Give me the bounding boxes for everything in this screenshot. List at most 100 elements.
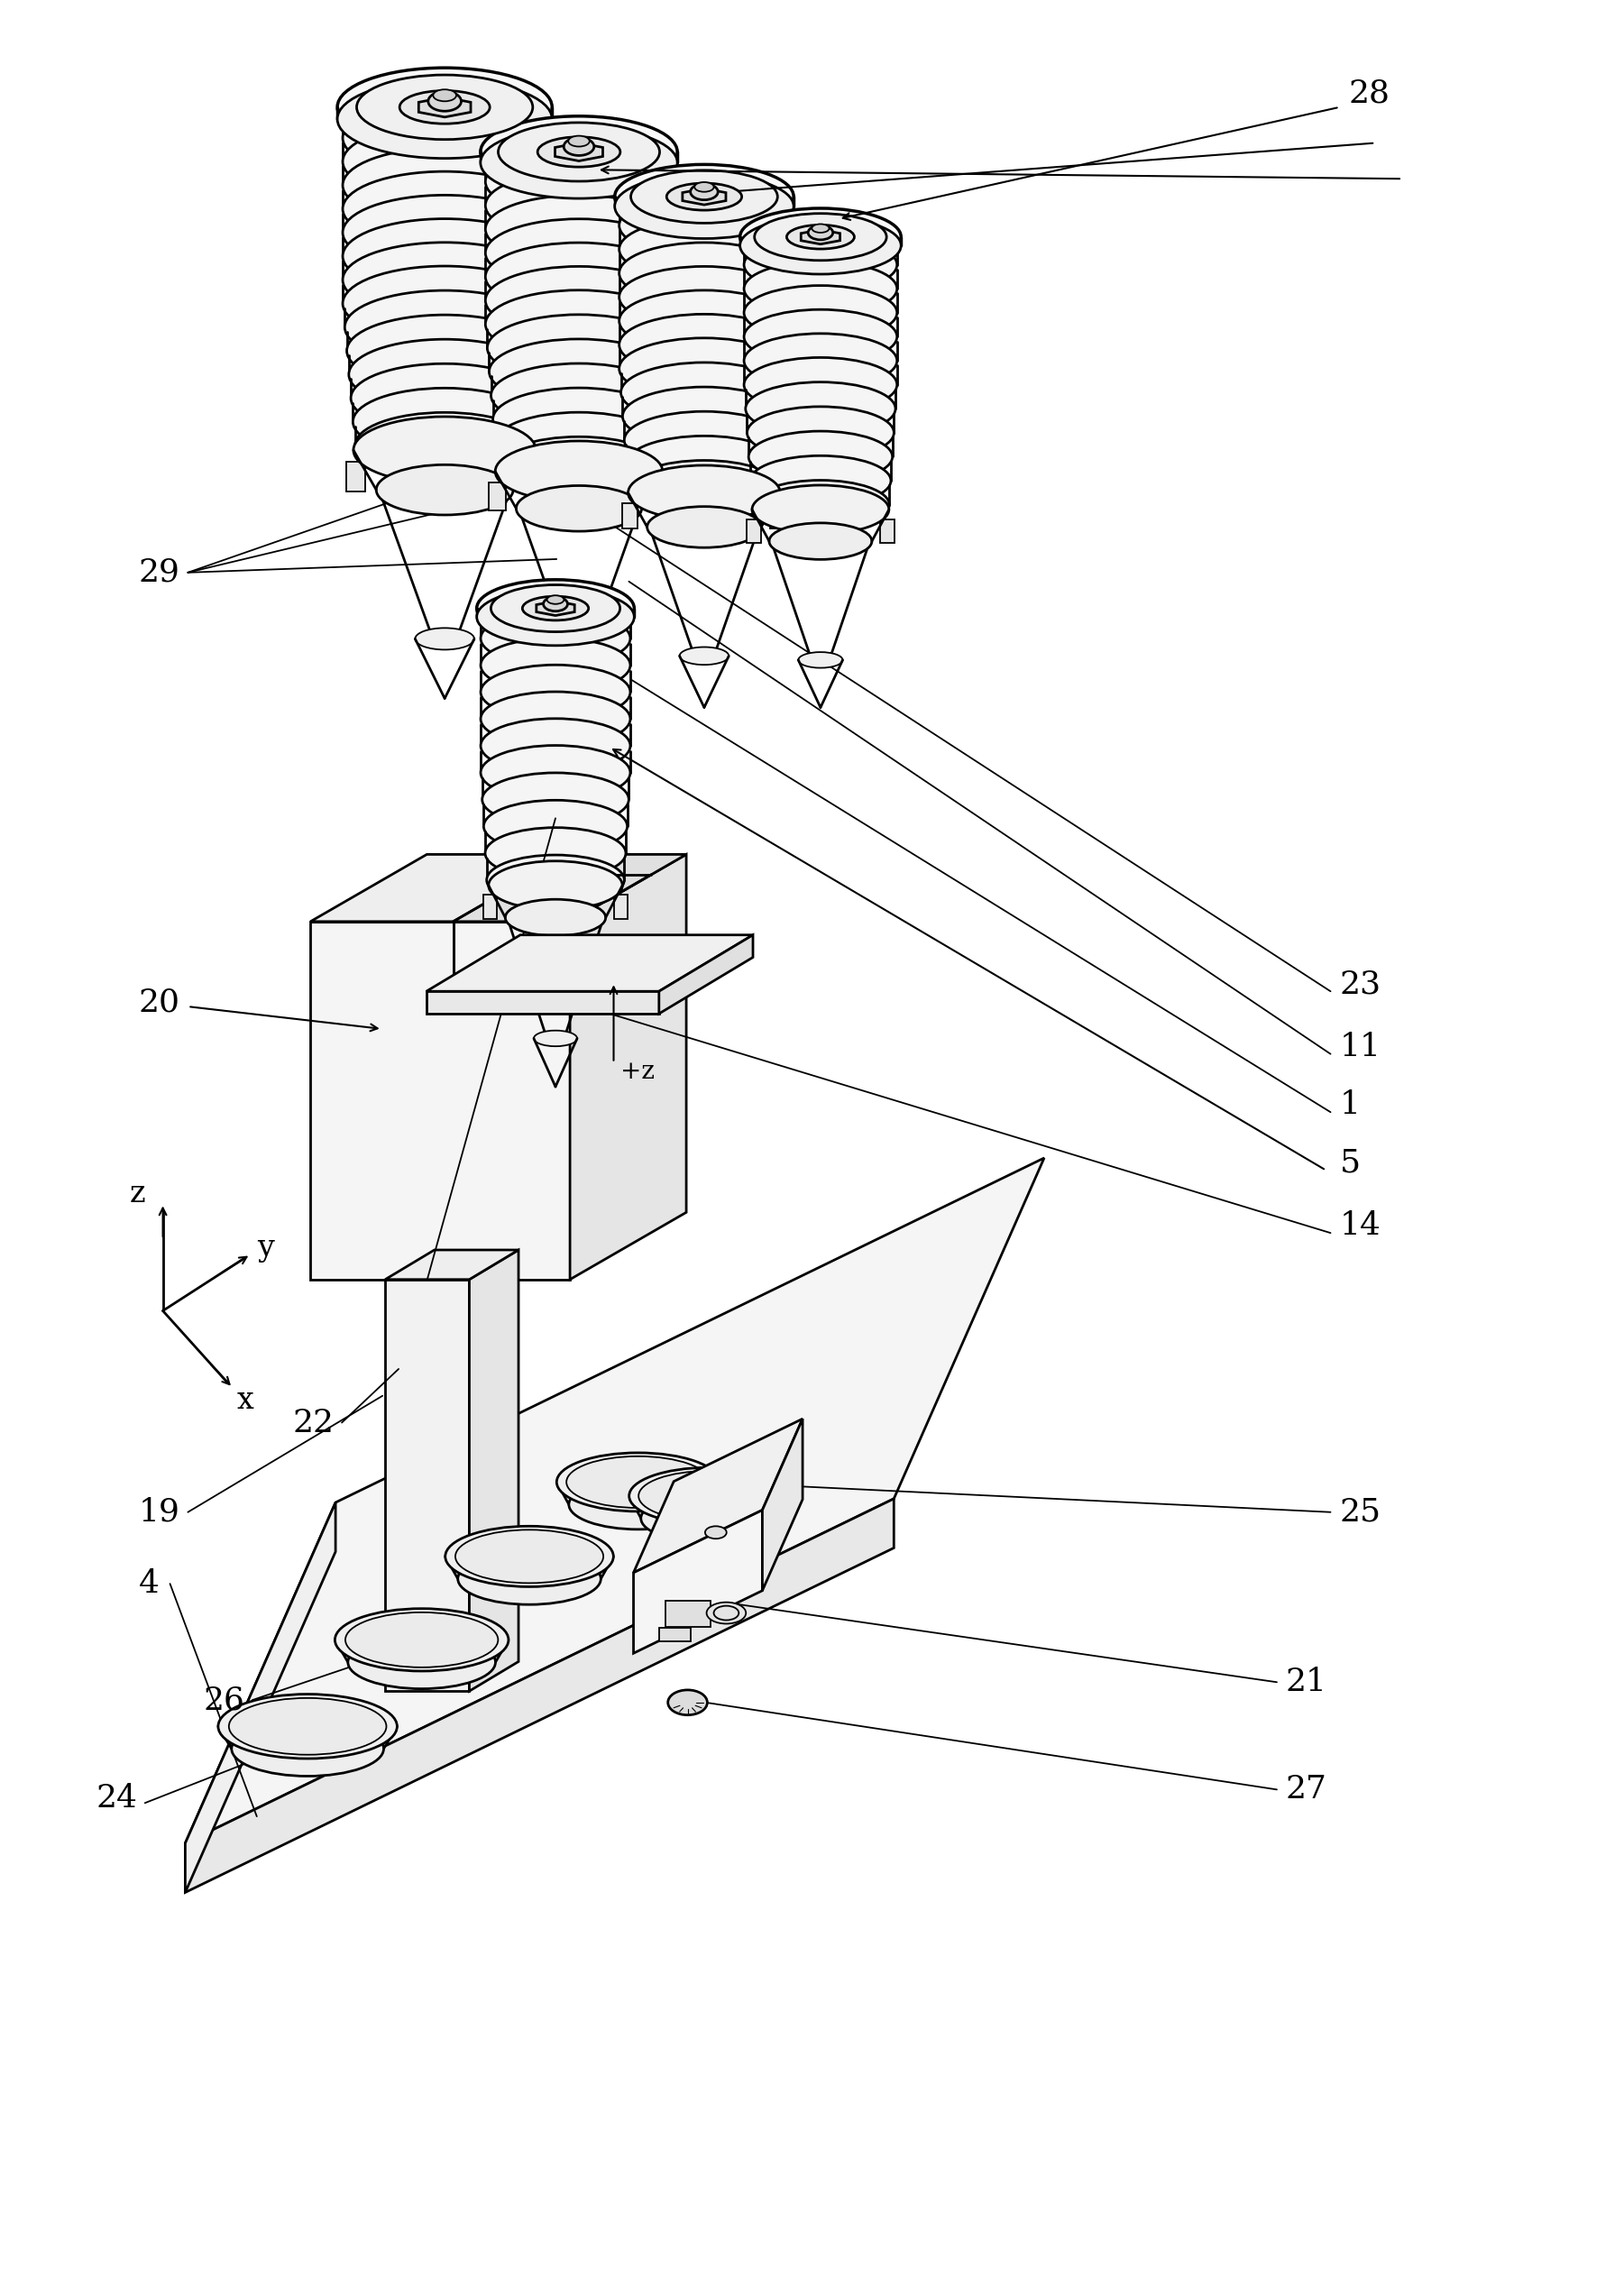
Ellipse shape bbox=[630, 170, 778, 222]
Ellipse shape bbox=[568, 136, 590, 147]
Text: y: y bbox=[257, 1234, 274, 1262]
Polygon shape bbox=[614, 894, 627, 919]
Ellipse shape bbox=[351, 363, 539, 433]
Ellipse shape bbox=[799, 651, 843, 667]
Ellipse shape bbox=[547, 594, 564, 604]
Ellipse shape bbox=[625, 436, 783, 492]
Text: 19: 19 bbox=[138, 1498, 180, 1527]
Ellipse shape bbox=[745, 381, 895, 436]
Ellipse shape bbox=[477, 588, 635, 647]
Ellipse shape bbox=[486, 218, 672, 286]
Text: +z: +z bbox=[620, 1060, 654, 1085]
Ellipse shape bbox=[486, 243, 672, 311]
Polygon shape bbox=[310, 855, 687, 921]
Polygon shape bbox=[666, 1602, 711, 1627]
Ellipse shape bbox=[620, 363, 788, 422]
Ellipse shape bbox=[484, 801, 627, 853]
Ellipse shape bbox=[744, 359, 896, 413]
Ellipse shape bbox=[771, 524, 870, 558]
Ellipse shape bbox=[741, 218, 901, 275]
Polygon shape bbox=[651, 483, 669, 511]
Text: 26: 26 bbox=[203, 1684, 245, 1715]
Ellipse shape bbox=[377, 465, 513, 515]
Ellipse shape bbox=[628, 465, 780, 520]
Polygon shape bbox=[659, 935, 754, 1014]
Ellipse shape bbox=[744, 261, 896, 315]
Polygon shape bbox=[419, 98, 471, 118]
Polygon shape bbox=[536, 601, 575, 615]
Ellipse shape bbox=[497, 436, 661, 497]
Text: 11: 11 bbox=[1340, 1032, 1380, 1062]
Text: 25: 25 bbox=[1340, 1498, 1380, 1527]
Text: x: x bbox=[237, 1386, 253, 1414]
Ellipse shape bbox=[481, 116, 677, 188]
Ellipse shape bbox=[378, 465, 510, 515]
Ellipse shape bbox=[416, 629, 474, 649]
Ellipse shape bbox=[458, 1552, 601, 1604]
Ellipse shape bbox=[486, 290, 672, 359]
Ellipse shape bbox=[481, 127, 677, 197]
Ellipse shape bbox=[534, 1030, 577, 1046]
Polygon shape bbox=[659, 1627, 690, 1643]
Ellipse shape bbox=[812, 225, 830, 234]
Ellipse shape bbox=[486, 828, 625, 878]
Ellipse shape bbox=[628, 461, 781, 515]
Polygon shape bbox=[427, 992, 659, 1014]
Ellipse shape bbox=[346, 1613, 499, 1668]
Ellipse shape bbox=[352, 388, 536, 456]
Text: 22: 22 bbox=[292, 1407, 335, 1439]
Ellipse shape bbox=[518, 486, 640, 531]
Ellipse shape bbox=[619, 313, 789, 374]
Ellipse shape bbox=[646, 506, 762, 547]
Ellipse shape bbox=[516, 486, 641, 531]
Ellipse shape bbox=[343, 265, 547, 340]
Polygon shape bbox=[385, 1280, 469, 1690]
Ellipse shape bbox=[481, 665, 630, 719]
Ellipse shape bbox=[557, 1452, 719, 1511]
Polygon shape bbox=[555, 143, 603, 161]
Ellipse shape bbox=[619, 218, 789, 279]
Ellipse shape bbox=[770, 522, 872, 560]
Ellipse shape bbox=[354, 417, 536, 483]
Ellipse shape bbox=[489, 338, 669, 404]
Ellipse shape bbox=[619, 265, 789, 327]
Ellipse shape bbox=[619, 243, 789, 304]
Ellipse shape bbox=[705, 1527, 726, 1538]
Ellipse shape bbox=[641, 1495, 775, 1543]
Ellipse shape bbox=[349, 340, 541, 411]
Ellipse shape bbox=[434, 88, 456, 102]
Ellipse shape bbox=[490, 363, 667, 427]
Ellipse shape bbox=[486, 172, 672, 241]
Ellipse shape bbox=[477, 579, 635, 638]
Ellipse shape bbox=[750, 456, 892, 506]
Ellipse shape bbox=[628, 1468, 786, 1525]
Ellipse shape bbox=[240, 1720, 375, 1768]
Ellipse shape bbox=[343, 100, 547, 175]
Ellipse shape bbox=[486, 147, 672, 216]
Ellipse shape bbox=[232, 1722, 383, 1777]
Polygon shape bbox=[427, 935, 754, 992]
Ellipse shape bbox=[499, 123, 659, 182]
Polygon shape bbox=[185, 1502, 336, 1892]
Ellipse shape bbox=[706, 1602, 745, 1625]
Ellipse shape bbox=[481, 692, 630, 747]
Ellipse shape bbox=[343, 147, 547, 222]
Text: z: z bbox=[130, 1180, 146, 1209]
Ellipse shape bbox=[752, 481, 890, 529]
Ellipse shape bbox=[490, 585, 620, 631]
Ellipse shape bbox=[343, 218, 547, 293]
Ellipse shape bbox=[481, 638, 630, 692]
Text: 28: 28 bbox=[1348, 79, 1390, 109]
Ellipse shape bbox=[544, 597, 568, 610]
Ellipse shape bbox=[494, 388, 664, 452]
Ellipse shape bbox=[624, 411, 784, 470]
Ellipse shape bbox=[343, 172, 547, 247]
Ellipse shape bbox=[486, 129, 672, 197]
Ellipse shape bbox=[495, 413, 663, 474]
Ellipse shape bbox=[218, 1695, 398, 1758]
Polygon shape bbox=[385, 1250, 518, 1280]
Ellipse shape bbox=[429, 91, 461, 111]
Ellipse shape bbox=[338, 79, 552, 159]
Polygon shape bbox=[525, 463, 542, 492]
Ellipse shape bbox=[481, 610, 630, 665]
